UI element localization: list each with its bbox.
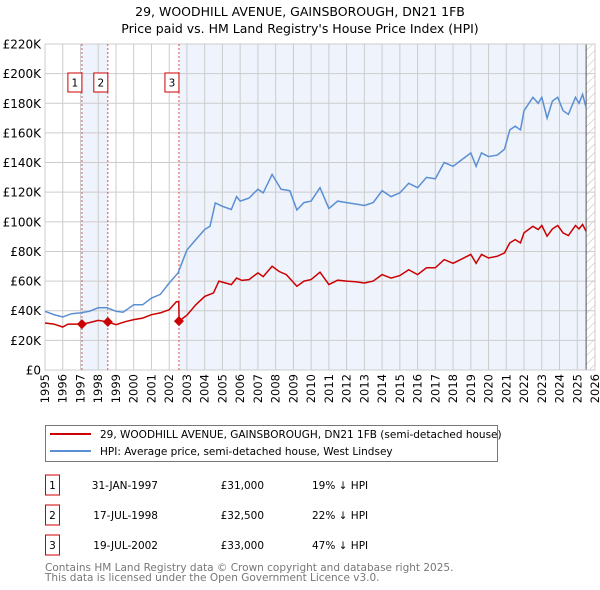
x-tick-label: 2007 — [251, 374, 265, 403]
x-tick-label: 2017 — [428, 374, 442, 403]
footer-line-2: This data is licensed under the Open Gov… — [44, 572, 380, 584]
x-tick-label: 2001 — [144, 374, 158, 403]
sale-row: 1 31-JAN-1997 £31,000 19% ↓ HPI — [45, 474, 368, 496]
x-tick-label: 2025 — [570, 374, 584, 403]
x-tick-label: 1997 — [73, 374, 87, 403]
x-tick-label: 2005 — [215, 374, 229, 403]
x-tick-label: 2019 — [464, 374, 478, 403]
x-tick-label: 2015 — [393, 374, 407, 403]
x-tick-label: 2010 — [304, 374, 318, 403]
sale-number: 1 — [49, 480, 56, 492]
x-tick-label: 2014 — [375, 374, 389, 403]
x-tick-label: 2021 — [499, 374, 513, 403]
legend-hpi-label: HPI: Average price, semi-detached house,… — [100, 446, 393, 458]
y-tick-label: £20K — [10, 334, 42, 348]
x-tick-label: 2002 — [162, 374, 176, 403]
x-tick-label: 2023 — [535, 374, 549, 403]
y-tick-label: £60K — [10, 275, 42, 289]
sale-marker-number: 2 — [97, 78, 104, 90]
sale-number-box — [45, 504, 60, 526]
x-tick-label: 2013 — [357, 374, 371, 403]
sale-number-box — [45, 534, 60, 556]
x-tick-label: 2009 — [286, 374, 300, 403]
sale-hpi-diff: 47% ↓ HPI — [312, 540, 368, 552]
sale-marker-box — [67, 72, 83, 93]
sale-marker-number: 3 — [169, 78, 176, 90]
y-tick-label: £100K — [3, 215, 43, 229]
chart-subtitle: Price paid vs. HM Land Registry's House … — [121, 21, 478, 36]
x-tick-label: 2011 — [322, 374, 336, 403]
price-series-line — [44, 223, 587, 328]
sale-price: £33,000 — [221, 540, 264, 552]
future-hatch — [586, 44, 595, 370]
x-tick-label: 2000 — [127, 374, 141, 403]
x-tick-label: 2004 — [198, 374, 212, 403]
legend-box — [45, 425, 498, 462]
y-tick-label: £0 — [26, 364, 41, 378]
sale-number: 2 — [49, 510, 56, 522]
y-tick-label: £160K — [3, 126, 43, 140]
x-tick-label: 2024 — [553, 374, 567, 403]
sale-date: 17-JUL-1998 — [93, 510, 158, 522]
chart-title: 29, WOODHILL AVENUE, GAINSBOROUGH, DN21 … — [135, 4, 465, 19]
y-tick-label: £200K — [3, 67, 43, 81]
sale-number: 3 — [49, 540, 56, 552]
sale-marker-box — [93, 72, 109, 93]
x-tick-label: 1996 — [56, 374, 70, 403]
sale-price: £32,500 — [221, 510, 264, 522]
x-tick-label: 2020 — [482, 374, 496, 403]
plot-area: 1995 1996 1997 1998 1999 2000 2001 2002 2003 2004… — [3, 38, 600, 404]
footer-line-1: Contains HM Land Registry data © Crown c… — [45, 562, 453, 574]
sale-hpi-diff: 22% ↓ HPI — [312, 510, 368, 522]
sale-date: 19-JUL-2002 — [93, 540, 158, 552]
plot-border — [44, 43, 596, 371]
x-tick-label: 1998 — [91, 374, 105, 403]
x-tick-label: 2022 — [517, 374, 531, 403]
sale-point — [76, 319, 87, 330]
sale-number-box — [45, 474, 60, 496]
x-tick-label: 1995 — [38, 374, 52, 403]
sale-row: 2 17-JUL-1998 £32,500 22% ↓ HPI — [45, 504, 368, 526]
y-tick-label: £180K — [3, 97, 43, 111]
hpi-series-line — [44, 92, 587, 318]
legend-price-label: 29, WOODHILL AVENUE, GAINSBOROUGH, DN21 … — [100, 429, 502, 441]
sales-table: 1 31-JAN-1997 £31,000 19% ↓ HPI 2 17-JUL-1998… — [45, 474, 368, 556]
x-tick-label: 2018 — [446, 374, 460, 403]
y-tick-label: £120K — [3, 186, 43, 200]
sale-date: 31-JAN-1997 — [92, 480, 158, 492]
x-tick-label: 1999 — [109, 374, 123, 403]
sale-marker-number: 1 — [72, 78, 79, 90]
sale-marker-box — [164, 72, 180, 93]
x-tick-label: 2003 — [180, 374, 194, 403]
x-tick-label: 2016 — [411, 374, 425, 403]
y-tick-label: £80K — [10, 245, 42, 259]
legend: 29, WOODHILL AVENUE, GAINSBOROUGH, DN21 … — [45, 425, 502, 462]
sale-row: 3 19-JUL-2002 £33,000 47% ↓ HPI — [45, 534, 368, 556]
shaded-period — [81, 44, 108, 370]
sale-price: £31,000 — [221, 480, 264, 492]
x-tick-label: 2012 — [340, 374, 354, 403]
y-tick-label: £40K — [10, 304, 42, 318]
x-tick-label: 2006 — [233, 374, 247, 403]
y-tick-label: £220K — [3, 38, 43, 52]
x-tick-label: 2008 — [269, 374, 283, 403]
sale-point — [173, 316, 184, 327]
sale-hpi-diff: 19% ↓ HPI — [312, 480, 368, 492]
y-tick-label: £140K — [3, 156, 43, 170]
x-tick-label: 2026 — [588, 374, 600, 403]
sale-point — [102, 316, 113, 327]
